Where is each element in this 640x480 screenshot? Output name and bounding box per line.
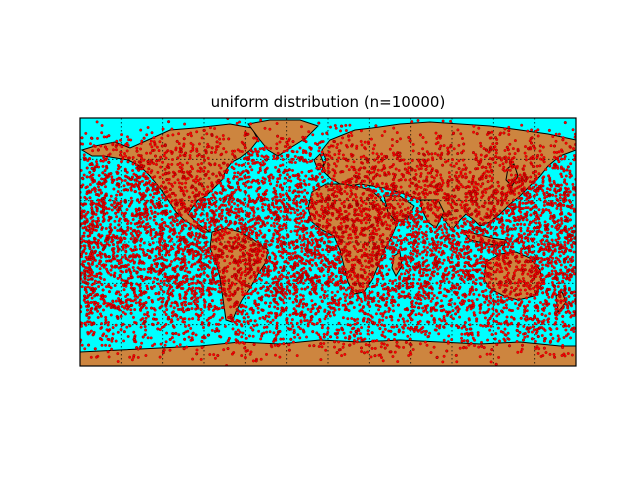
sample-points	[80, 118, 576, 366]
map-title: uniform distribution (n=10000)	[210, 93, 446, 111]
map-frame	[79, 117, 577, 367]
point-markers	[80, 118, 576, 366]
